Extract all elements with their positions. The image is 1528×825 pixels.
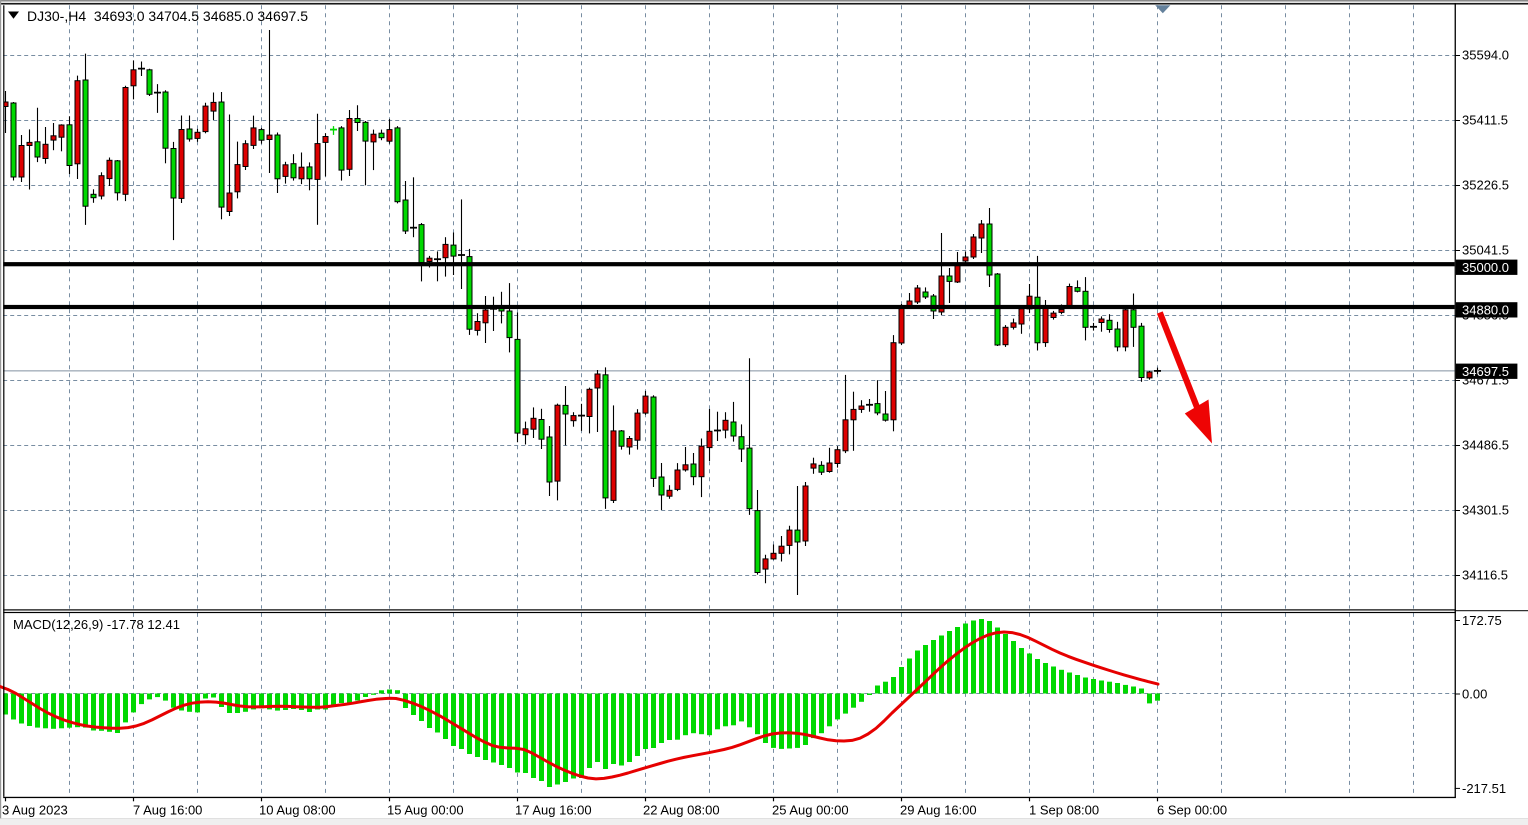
svg-text:35411.5: 35411.5 <box>1462 113 1508 128</box>
svg-text:22 Aug 08:00: 22 Aug 08:00 <box>643 803 720 818</box>
svg-text:35226.5: 35226.5 <box>1462 178 1509 193</box>
svg-text:35594.0: 35594.0 <box>1462 48 1509 63</box>
svg-text:34880.0: 34880.0 <box>1462 302 1509 317</box>
svg-text:25 Aug 00:00: 25 Aug 00:00 <box>772 803 849 818</box>
svg-text:DJ30-,H4 34693.0 34704.5 3468: DJ30-,H4 34693.0 34704.5 34685.0 34697.5 <box>27 8 308 24</box>
svg-text:29 Aug 16:00: 29 Aug 16:00 <box>900 803 977 818</box>
svg-text:35000.0: 35000.0 <box>1462 260 1509 275</box>
svg-text:34486.5: 34486.5 <box>1462 438 1509 453</box>
svg-text:3 Aug 2023: 3 Aug 2023 <box>2 803 68 818</box>
svg-text:34697.5: 34697.5 <box>1462 364 1509 379</box>
svg-text:6 Sep 00:00: 6 Sep 00:00 <box>1157 803 1227 818</box>
svg-text:1 Sep 08:00: 1 Sep 08:00 <box>1029 803 1099 818</box>
svg-text:0.00: 0.00 <box>1462 687 1487 702</box>
svg-text:17 Aug 16:00: 17 Aug 16:00 <box>515 803 592 818</box>
svg-text:35041.5: 35041.5 <box>1462 243 1509 258</box>
svg-text:MACD(12,26,9) -17.78 12.41: MACD(12,26,9) -17.78 12.41 <box>13 617 180 632</box>
svg-text:15 Aug 00:00: 15 Aug 00:00 <box>387 803 464 818</box>
svg-text:-217.51: -217.51 <box>1462 781 1506 796</box>
svg-text:7 Aug 16:00: 7 Aug 16:00 <box>133 803 202 818</box>
svg-text:10 Aug 08:00: 10 Aug 08:00 <box>259 803 336 818</box>
svg-text:34116.5: 34116.5 <box>1462 568 1508 583</box>
svg-text:172.75: 172.75 <box>1462 613 1502 628</box>
svg-text:34301.5: 34301.5 <box>1462 503 1509 518</box>
